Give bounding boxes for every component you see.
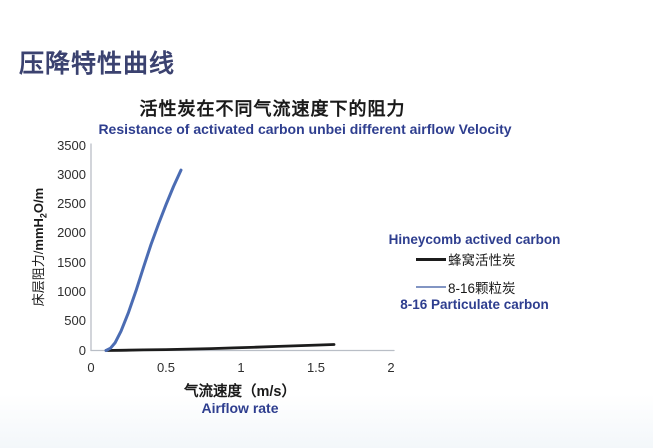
y-tick-label: 3000 xyxy=(57,166,86,182)
x-axis-label-en: Airflow rate xyxy=(201,400,279,416)
y-tick-label: 3500 xyxy=(57,137,86,153)
series-line-particulate xyxy=(104,168,183,352)
chart-legend: Hineycomb actived carbon 蜂窝活性炭 8-16颗粒炭 8… xyxy=(372,232,577,312)
x-tick-label: 0.5 xyxy=(156,360,176,375)
legend-series1-en-label: Hineycomb actived carbon xyxy=(388,232,561,247)
legend-series1-cjk-label: 蜂窝活性炭 xyxy=(448,253,516,268)
legend-series2-en-label: 8-16 Particulate carbon xyxy=(400,297,549,312)
chart-subtitle-en: Resistance of activated carbon unbei dif… xyxy=(98,121,512,137)
legend-line-swatch-blue xyxy=(416,286,446,288)
x-tick-label: 2 xyxy=(387,360,395,375)
chart-title: 活性炭在不同气流速度下的阻力 xyxy=(139,99,406,119)
y-tick-label: 2500 xyxy=(57,196,86,212)
y-tick-label: 500 xyxy=(64,313,86,329)
series-line-honeycomb xyxy=(104,343,336,352)
x-axis-label: 气流速度（m/s） xyxy=(184,384,296,400)
y-tick-label: 1000 xyxy=(57,283,86,299)
legend-item-particulate: 8-16颗粒炭 xyxy=(372,278,577,296)
y-tick-label: 2000 xyxy=(57,225,86,241)
slide-heading: 压降特性曲线 xyxy=(19,50,176,78)
legend-item-honeycomb: 蜂窝活性炭 xyxy=(372,250,577,268)
x-tick-label: 1.5 xyxy=(306,360,326,375)
y-tick-label: 0 xyxy=(78,342,86,358)
y-tick-label: 1500 xyxy=(57,254,86,270)
x-tick-label: 1 xyxy=(237,360,245,375)
x-tick-label: 0 xyxy=(87,360,95,375)
legend-series2-cjk-label: 8-16颗粒炭 xyxy=(448,281,516,296)
legend-line-swatch-black xyxy=(416,257,446,261)
